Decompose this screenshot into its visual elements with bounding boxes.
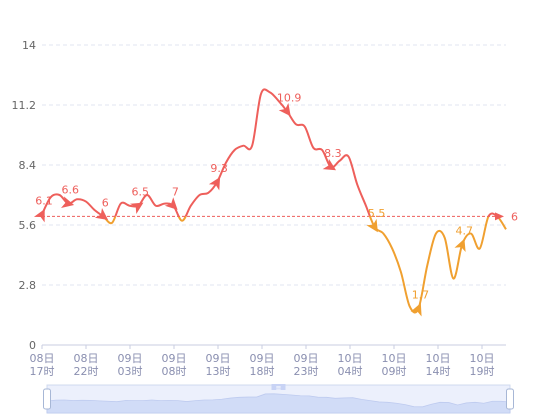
zoom-preview-area: [46, 393, 511, 414]
data-point-arrow: [130, 202, 144, 214]
data-label: 6.5: [132, 186, 150, 199]
zoom-move-handle[interactable]: [271, 384, 286, 390]
x-tick-hour: 03时: [118, 365, 143, 378]
x-tick-day: 09日: [294, 352, 319, 365]
series-line-below-threshold: [101, 216, 507, 314]
y-axis: 0 2.8 5.6 8.4 11.2 14: [12, 39, 37, 352]
data-point-arrow: [278, 103, 291, 117]
y-tick-label: 11.2: [12, 99, 37, 112]
x-tick-day: 10日: [338, 352, 363, 365]
data-label: 6: [102, 196, 109, 209]
data-label: 6.6: [62, 184, 80, 197]
x-tick-hour: 18时: [250, 365, 275, 378]
x-tick-hour: 19时: [470, 365, 495, 378]
average-line: 6: [42, 210, 518, 223]
data-point-arrow: [94, 208, 109, 220]
data-label: 1.7: [412, 289, 430, 302]
x-tick-day: 08日: [30, 352, 55, 365]
average-line-label: 6: [511, 210, 518, 223]
data-label: 4.7: [455, 224, 473, 237]
x-tick-day: 10日: [470, 352, 495, 365]
x-tick-hour: 09时: [382, 365, 407, 378]
x-tick-day: 09日: [206, 352, 231, 365]
x-tick-hour: 13时: [206, 365, 231, 378]
data-labels: 6.1 6.6 6 6.5 7 9.3 10.9 8.3 5.5 1.7 4.7: [33, 91, 473, 317]
data-point-arrow: [454, 238, 466, 253]
x-tick-day: 10日: [426, 352, 451, 365]
y-tick-label: 5.6: [19, 219, 37, 232]
x-tick-hour: 14时: [426, 365, 451, 378]
data-label: 7: [172, 186, 179, 199]
x-tick-day: 09日: [162, 352, 187, 365]
y-tick-label: 0: [29, 339, 36, 352]
average-line-arrow: [495, 212, 504, 221]
x-tick-day: 09日: [118, 352, 143, 365]
zoom-left-handle[interactable]: [43, 388, 51, 410]
y-tick-label: 2.8: [19, 279, 37, 292]
y-tick-label: 8.4: [19, 159, 37, 172]
x-tick-hour: 17时: [30, 365, 55, 378]
data-label: 5.5: [368, 207, 386, 220]
x-tick-day: 09日: [250, 352, 275, 365]
data-point-arrow: [322, 158, 337, 171]
data-zoom-slider[interactable]: ≡: [43, 384, 514, 414]
data-point-arrow: [164, 197, 178, 210]
x-tick-hour: 23时: [294, 365, 319, 378]
data-point-arrow: [410, 303, 422, 317]
data-label: 9.3: [210, 162, 228, 175]
x-tick-hour: 08时: [162, 365, 187, 378]
x-tick-day: 10日: [382, 352, 407, 365]
x-tick-hour: 22时: [74, 365, 99, 378]
series-line: [41, 88, 507, 314]
y-tick-label: 14: [22, 39, 36, 52]
data-point-arrow: [33, 208, 45, 223]
data-point-arrow: [61, 196, 75, 208]
series-line-above-threshold: [41, 88, 499, 217]
data-point-arrow: [366, 218, 378, 233]
data-label: 8.3: [324, 147, 342, 160]
x-axis: 08日17时08日22时09日03时09日08时09日13时09日18时09日2…: [30, 345, 495, 378]
zoom-right-handle[interactable]: [506, 388, 514, 410]
data-label: 6.1: [35, 194, 53, 207]
grid-lines: [42, 44, 506, 286]
data-point-arrow: [208, 176, 221, 191]
data-label: 10.9: [277, 91, 302, 104]
x-tick-day: 08日: [74, 352, 99, 365]
zoom-move-handle-label: ≡: [276, 384, 282, 392]
x-tick-hour: 04时: [338, 365, 363, 378]
